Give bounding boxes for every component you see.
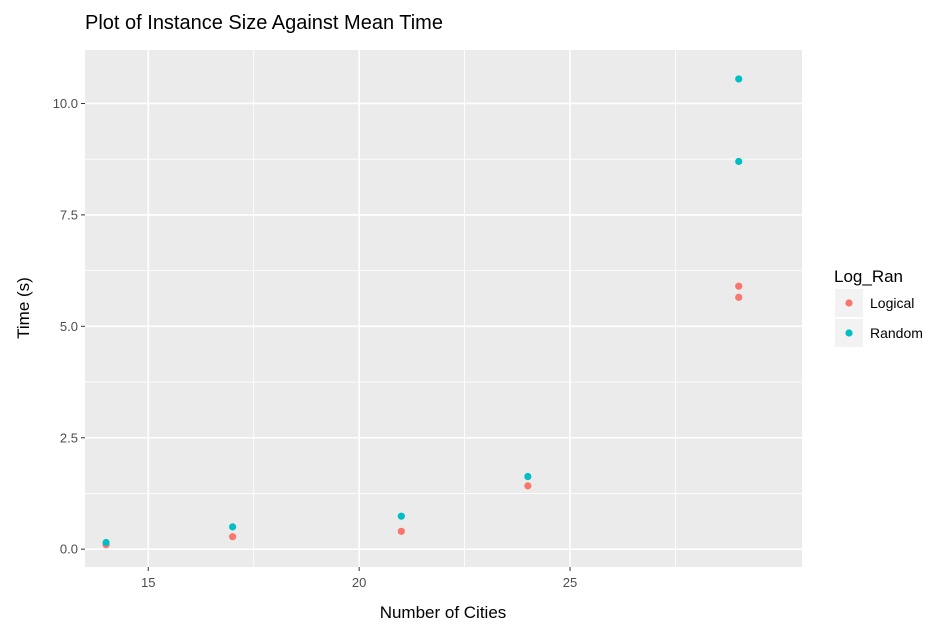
x-tick-label: 15 [141, 575, 155, 590]
y-tick-label: 2.5 [60, 430, 78, 445]
legend: Log_Ran Logical Random [834, 267, 923, 347]
legend-swatch-random [845, 329, 853, 337]
y-tick-label: 7.5 [60, 207, 78, 222]
major-gridlines [85, 50, 802, 567]
random-point [229, 523, 237, 531]
y-tick-label: 5.0 [60, 319, 78, 334]
legend-swatch-logical [845, 299, 853, 307]
logical-point [229, 533, 237, 541]
x-axis-title: Number of Cities [380, 603, 507, 622]
legend-label-random: Random [870, 325, 923, 341]
y-axis-title: Time (s) [14, 277, 33, 339]
logical-point [735, 293, 743, 301]
random-point [397, 512, 405, 520]
minor-gridlines [85, 50, 802, 567]
random-point [102, 538, 110, 547]
random-point [735, 157, 743, 166]
plot-panel [85, 50, 802, 567]
legend-title: Log_Ran [834, 267, 903, 286]
x-tick-label: 25 [563, 575, 577, 590]
chart-title: Plot of Instance Size Against Mean Time [85, 12, 443, 34]
x-axis-ticks: 15 20 25 [141, 567, 577, 590]
logical-point [524, 482, 532, 490]
legend-item-logical: Logical [835, 289, 914, 317]
y-tick-label: 0.0 [60, 542, 78, 557]
logical-point [735, 282, 743, 290]
logical-point [397, 527, 405, 535]
legend-items: Logical Random [835, 289, 923, 347]
random-point [524, 472, 532, 481]
random-point [735, 75, 743, 83]
x-tick-label: 20 [352, 575, 366, 590]
y-axis-ticks: 0.0 2.5 5.0 7.5 10.0 [53, 96, 85, 557]
legend-item-random: Random [835, 319, 923, 347]
legend-label-logical: Logical [870, 295, 914, 311]
y-tick-label: 10.0 [53, 96, 78, 111]
data-points [102, 75, 743, 549]
